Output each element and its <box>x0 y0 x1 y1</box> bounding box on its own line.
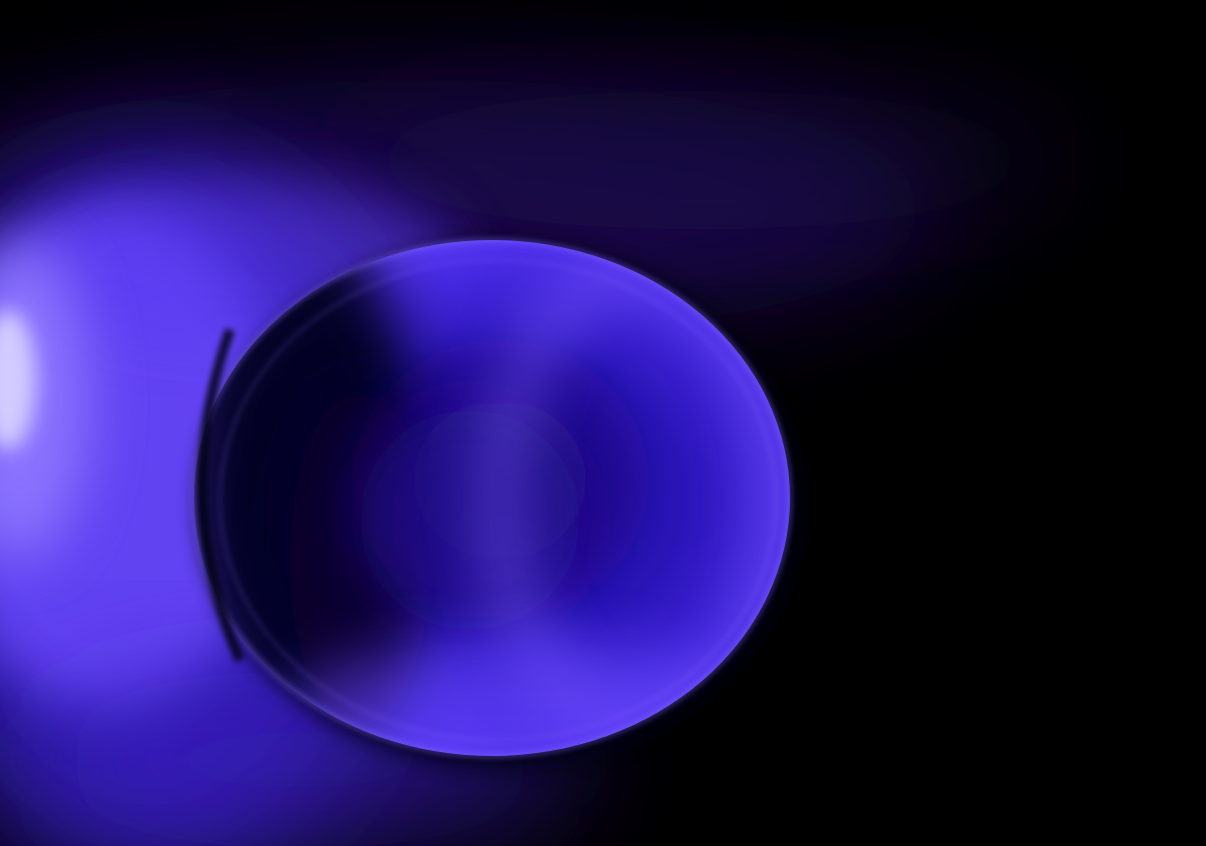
light-source <box>0 240 90 560</box>
